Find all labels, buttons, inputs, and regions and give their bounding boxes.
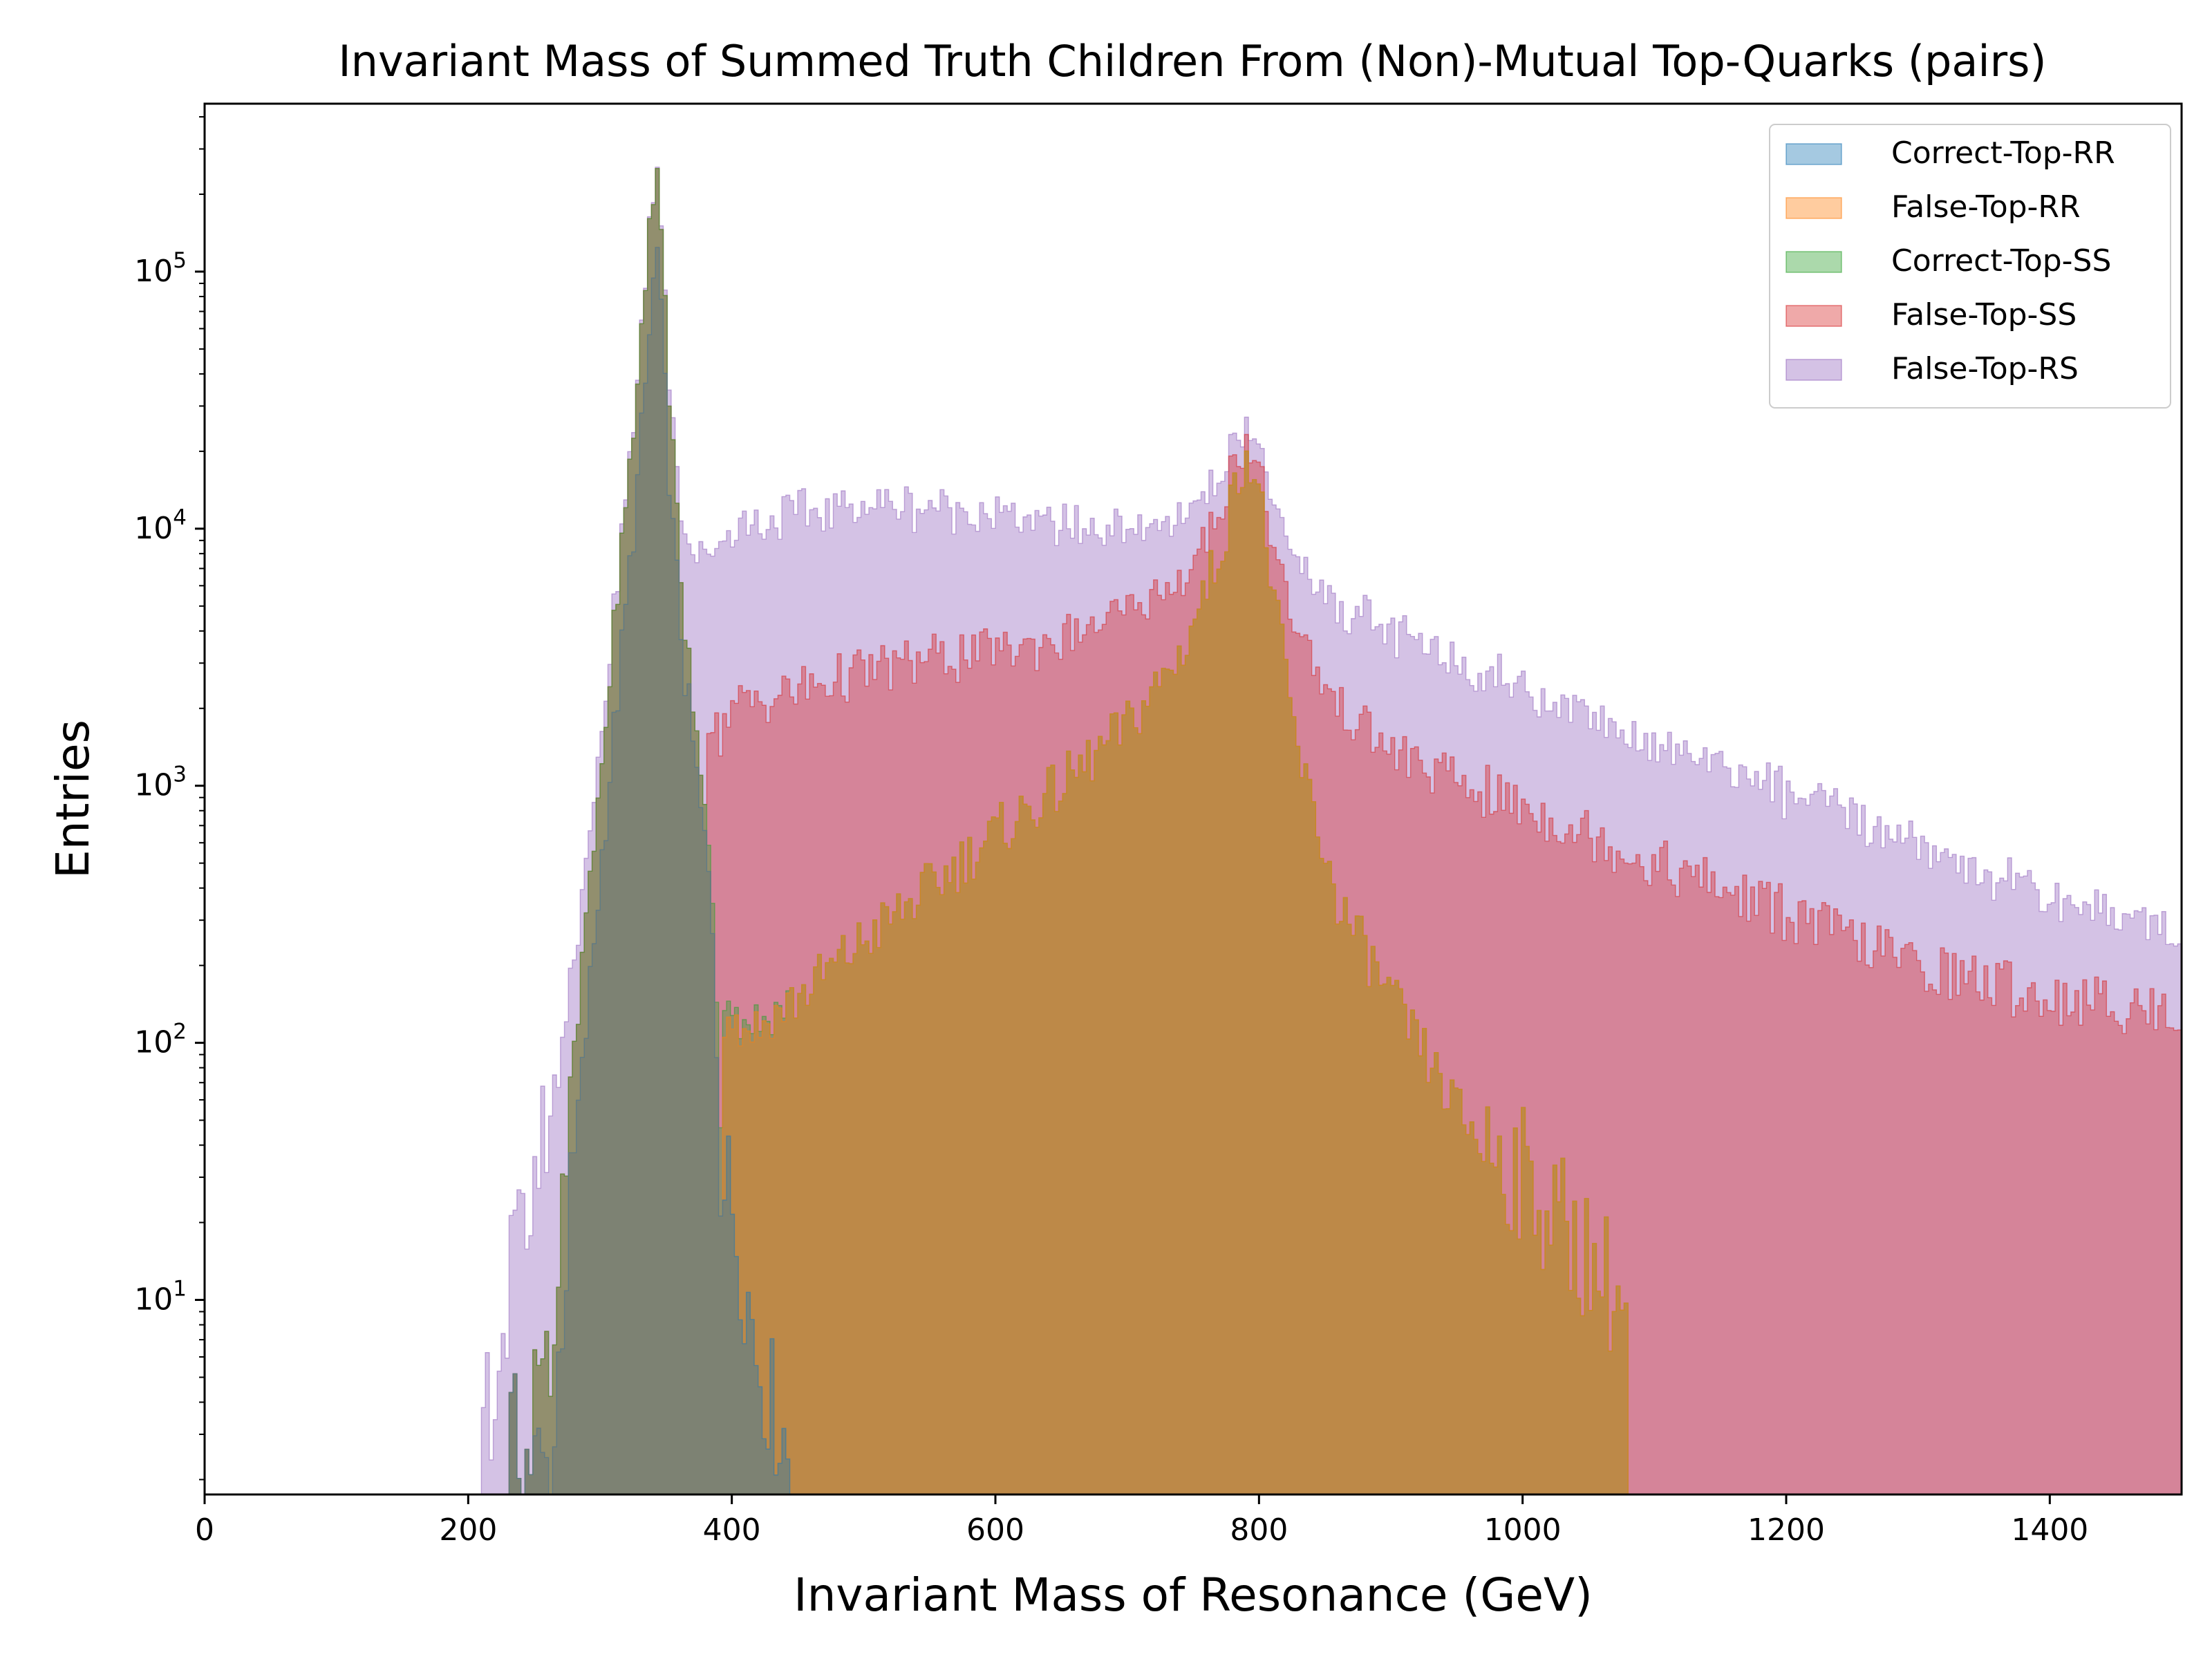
plot-area [480,167,2182,1494]
x-tick-label: 400 [703,1512,761,1548]
x-tick-label: 800 [1230,1512,1288,1548]
y-tick-label: 105 [134,248,187,289]
x-axis: 0 200 400 600 800 1000 1200 1400 [195,1494,2088,1548]
legend-swatch-correct-top-rr [1785,143,1842,165]
legend-swatch-correct-top-ss [1785,251,1842,273]
legend-label-false-top-rs: False-Top-RS [1891,351,2079,386]
x-tick-label: 1200 [1747,1512,1825,1548]
y-tick-label: 104 [134,505,187,546]
x-tick-label: 1000 [1484,1512,1562,1548]
legend: Correct-Top-RR False-Top-RR Correct-Top-SS… [1769,124,2171,409]
legend-label-false-top-rr: False-Top-RR [1891,189,2081,225]
x-tick-label: 200 [439,1512,497,1548]
legend-label-correct-top-ss: Correct-Top-SS [1891,243,2111,279]
y-tick-label: 101 [134,1276,187,1317]
y-axis: 101 102 103 104 105 [134,116,205,1481]
legend-swatch-false-top-rs [1785,359,1842,381]
y-tick-label: 102 [134,1020,187,1060]
legend-label-false-top-ss: False-Top-SS [1891,297,2077,332]
x-tick-label: 1400 [2011,1512,2088,1548]
x-tick-label: 600 [966,1512,1024,1548]
legend-swatch-false-top-rr [1785,197,1842,219]
axes-frame [203,102,2183,1496]
x-tick-label: 0 [195,1512,214,1548]
legend-box [1769,124,2171,409]
chart-title: Invariant Mass of Summed Truth Children … [338,36,2046,86]
legend-label-correct-top-rr: Correct-Top-RR [1891,135,2115,171]
series-false-top-rs [480,167,2182,1494]
y-axis-label: Entries [46,720,100,879]
x-axis-label: Invariant Mass of Resonance (GeV) [794,1568,1593,1622]
series-correct-top-rr [508,247,791,1494]
legend-swatch-false-top-ss [1785,305,1842,327]
histogram-bars [480,167,2182,1494]
y-tick-label: 103 [134,762,187,803]
